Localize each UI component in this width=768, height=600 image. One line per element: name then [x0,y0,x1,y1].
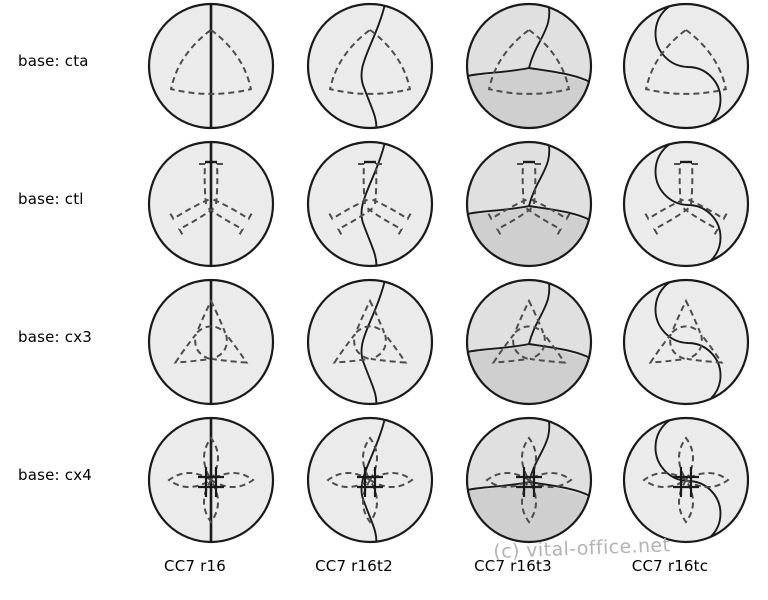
shape-cell-ctl-r16t2 [306,140,434,268]
base-shape-cx4 [485,436,573,524]
base-shape-cta [644,28,728,95]
shape-cell-cta-r16t2 [306,2,434,130]
shape-cell-ctl-r16t3 [465,140,593,268]
shape-cell-cx4-r16 [147,416,275,544]
base-shape-cx4 [167,436,255,524]
col-label-r16: CC7 r16 [164,557,226,575]
base-shape-ctl [327,163,413,236]
col-label-r16t2: CC7 r16t2 [315,557,393,575]
shape-cell-cx3-r16t2 [306,278,434,406]
shape-cell-cx3-r16tc [622,278,750,406]
shape-cell-cta-r16t3 [465,2,593,130]
row-label-cx3: base: cx3 [18,328,93,346]
shape-cell-ctl-r16tc [622,140,750,268]
shape-cell-cx4-r16t2 [306,416,434,544]
base-shape-ctl [486,163,572,236]
base-shape-ctl [168,163,254,236]
shape-cell-cta-r16tc [622,2,750,130]
shape-cell-cx3-r16 [147,278,275,406]
col-label-r16tc: CC7 r16tc [631,557,709,575]
row-label-ctl: base: ctl [18,190,84,208]
base-shape-cx4 [642,436,730,524]
base-shape-cta [169,28,253,95]
base-shape-cx3 [173,298,249,364]
base-shape-ctl [643,163,729,236]
shape-cell-ctl-r16 [147,140,275,268]
base-shape-cta [328,28,412,95]
base-shape-cx3 [491,298,567,364]
base-shape-cx3 [648,298,724,364]
base-shape-cta [487,28,571,95]
row-label-cta: base: cta [18,52,89,70]
shape-cell-cta-r16 [147,2,275,130]
shape-cell-cx3-r16t3 [465,278,593,406]
base-shape-cx4 [326,436,414,524]
row-label-cx4: base: cx4 [18,466,93,484]
shape-cell-cx4-r16tc [622,416,750,544]
shape-cell-cx4-r16t3 [465,416,593,544]
base-shape-cx3 [332,298,408,364]
col-label-r16t3: CC7 r16t3 [474,557,552,575]
